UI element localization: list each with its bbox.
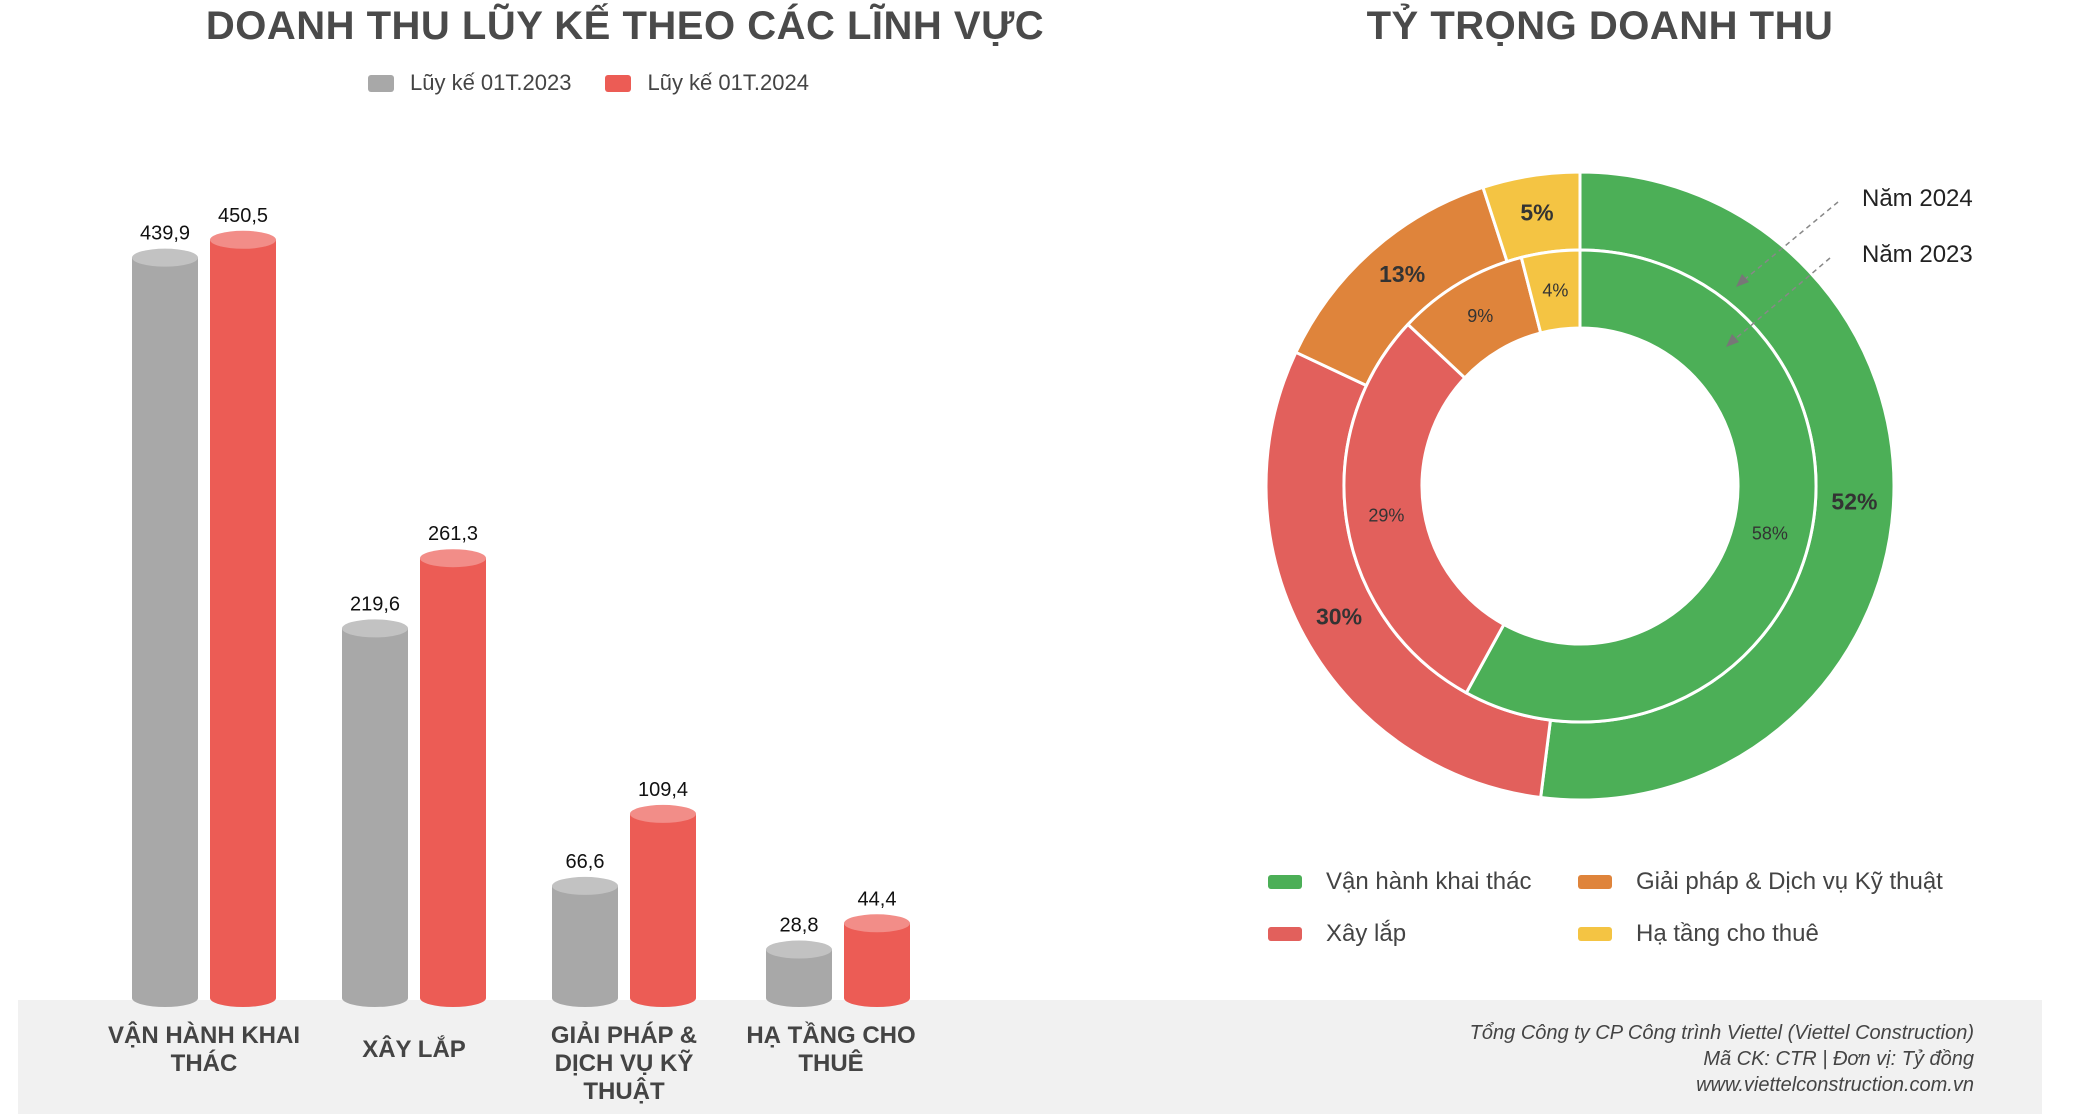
donut-label-ha-tang-2024: 5% [1520,199,1553,225]
company-website: www.viettelconstruction.com.vn [1696,1074,1974,1096]
bar-van-hanh-2024: 450,5 [210,205,276,1008]
bar-ha-tang-2023: 28,8 [766,915,832,1007]
ticker-unit: Mã CK: CTR | Đơn vị: Tỷ đồng [1703,1048,1974,1070]
bar-cap-van-hanh-2024 [210,230,276,249]
donut-label-ha-tang-2023: 4% [1542,280,1568,300]
bar-value-label-giai-phap-2024: 109,4 [638,779,688,801]
legend-swatch-2023 [368,74,394,92]
category-label-giai-phap: GIẢI PHÁP & DỊCH VỤ KỸ THUẬT [550,1022,698,1105]
legend-item-xay-lap: Xây lắp [1268,920,1578,948]
legend-item-ha-tang: Hạ tầng cho thuê [1578,920,2028,948]
category-label-van-hanh: VẬN HÀNH KHAI THÁC [108,1022,300,1077]
bar-cap-giai-phap-2024 [630,804,696,823]
bar-giai-phap-2024: 109,4 [630,779,696,1007]
donut-chart-legend: Vận hành khai thác Giải pháp & Dịch vụ K… [1268,868,2028,948]
bar-cap-xay-lap-2023 [342,619,408,638]
donut-label-xay-lap-2024: 30% [1316,604,1362,630]
legend-label-2023: Lũy kế 01T.2023 [410,70,572,95]
bar-value-label-giai-phap-2023: 66,6 [566,851,605,873]
donut-slice-van-hanh-2023 [1464,248,1818,724]
bar-chart-plot: 439,9 450,5 219,6 261,3 66,6 109,4 28,8 44,4 [132,205,910,1008]
donut-slice-ha-tang-2023 [1519,248,1582,335]
bar-body-van-hanh-2024 [210,239,276,1008]
bar-cap-giai-phap-2023 [552,876,618,895]
callout-line-2024 [1743,201,1839,281]
bar-xay-lap-2024: 261,3 [420,523,486,1007]
donut-label-giai-phap-2024: 13% [1379,261,1425,287]
callout-line-2023 [1733,257,1831,341]
bar-chart-legend: Lũy kế 01T.2023 Lũy kế 01T.2024 [368,70,809,96]
bar-cap-van-hanh-2023 [132,248,198,267]
legend-swatch-giai-phap [1578,875,1612,889]
bar-value-label-ha-tang-2023: 28,8 [780,915,819,937]
bar-body-giai-phap-2024 [630,813,696,1007]
callout-arrow-2024 [1736,274,1749,287]
bar-body-giai-phap-2023 [552,885,618,1007]
legend-swatch-van-hanh [1268,875,1302,889]
ring-callouts: Năm 2024 Năm 2023 [1726,185,1973,347]
donut-label-van-hanh-2023: 58% [1752,523,1788,543]
bar-value-label-van-hanh-2023: 439,9 [140,223,190,245]
legend-item-giai-phap: Giải pháp & Dịch vụ Kỹ thuật [1578,868,2028,896]
legend-swatch-ha-tang [1578,927,1612,941]
legend-label-ha-tang: Hạ tầng cho thuê [1636,920,1819,947]
bar-body-ha-tang-2023 [766,949,832,1007]
bar-body-xay-lap-2024 [420,558,486,1007]
legend-item-van-hanh: Vận hành khai thác [1268,868,1578,896]
legend-label-giai-phap: Giải pháp & Dịch vụ Kỹ thuật [1636,868,1943,895]
donut-label-xay-lap-2023: 29% [1368,505,1404,525]
callout-label-2023: Năm 2023 [1862,241,1973,268]
callout-label-2024: Năm 2024 [1862,185,1973,212]
bar-body-xay-lap-2023 [342,628,408,1007]
company-name: Tổng Công ty CP Công trình Viettel (Viet… [1469,1022,1974,1044]
legend-swatch-xay-lap [1268,927,1302,941]
donut-slice-xay-lap-2023 [1342,322,1506,695]
bar-value-label-van-hanh-2024: 450,5 [218,205,268,227]
bar-cap-ha-tang-2023 [766,940,832,959]
bar-xay-lap-2023: 219,6 [342,593,408,1007]
legend-label-xay-lap: Xây lắp [1326,920,1407,947]
donut-label-van-hanh-2024: 52% [1831,488,1877,514]
legend-swatch-2024 [605,74,632,92]
category-label-xay-lap: XÂY LẮP [362,1036,466,1063]
bar-cap-xay-lap-2024 [420,549,486,568]
legend-label-van-hanh: Vận hành khai thác [1326,868,1532,895]
donut-label-giai-phap-2023: 9% [1467,306,1493,326]
company-info: Tổng Công ty CP Công trình Viettel (Viet… [1470,1020,1974,1098]
legend-label-2024: Lũy kế 01T.2024 [647,70,809,95]
bar-value-label-ha-tang-2024: 44,4 [858,888,897,910]
donut-chart-title: TỶ TRỌNG DOANH THU [1366,4,1834,48]
footer-band [18,1000,2042,1114]
category-label-ha-tang: HẠ TẦNG CHO THUÊ [746,1022,916,1077]
bar-cap-ha-tang-2024 [844,914,910,933]
bar-ha-tang-2024: 44,4 [844,888,910,1007]
bar-chart-title: DOANH THU LŨY KẾ THEO CÁC LĨNH VỰC [205,4,1045,48]
bar-van-hanh-2023: 439,9 [132,223,198,1007]
bar-body-van-hanh-2023 [132,257,198,1007]
bar-value-label-xay-lap-2024: 261,3 [428,523,478,545]
legend-item-2023: Lũy kế 01T.2023 [368,70,571,96]
bar-giai-phap-2023: 66,6 [552,851,618,1007]
bar-value-label-xay-lap-2023: 219,6 [350,593,400,615]
legend-item-2024: Lũy kế 01T.2024 [605,70,809,96]
callout-arrow-2023 [1726,334,1739,347]
donut-chart-plot: 52% 30% 13% 5% 58% 29% 9% 4% [1264,170,1896,802]
bar-body-ha-tang-2024 [844,923,910,1007]
